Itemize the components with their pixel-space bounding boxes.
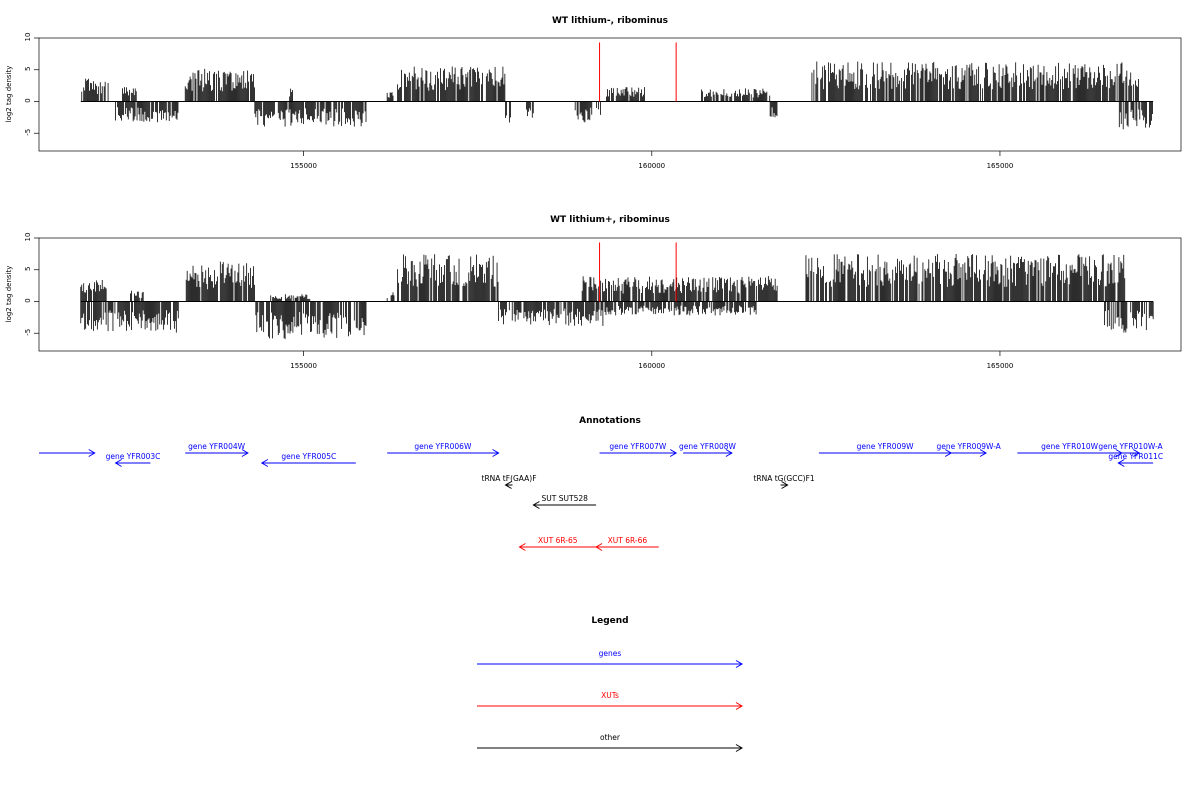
annotation-label: gene YFR010W-A — [1098, 442, 1163, 451]
y-axis-label: log2 tag density — [5, 66, 13, 123]
x-tick-label: 155000 — [290, 162, 317, 170]
x-tick-label: 160000 — [638, 362, 665, 370]
annotation-label: SUT SUT528 — [542, 494, 589, 503]
plot-frame — [38, 237, 1182, 352]
density-plot-lithium-plus: WT lithium+, ribominus log2 tag density … — [5, 215, 1182, 370]
legend-title: Legend — [591, 616, 628, 626]
annotation-label: gene YFR004W — [188, 442, 246, 451]
legend: Legend genes XUTs other — [477, 616, 743, 752]
legend-label: other — [600, 733, 621, 742]
annotation-label: gene YFR005C — [281, 452, 336, 461]
y-tick-label: 0 — [24, 98, 32, 102]
axes: 155000 160000 165000 -5 0 5 10 — [24, 233, 1013, 370]
annotation-label: XUT 6R-66 — [608, 536, 648, 545]
annotation-features: gene YFR003C gene YFR004W gene YFR005C gene… — [39, 442, 1164, 551]
annotation-label: gene YFR006W — [414, 442, 472, 451]
density-marks — [80, 42, 1154, 130]
annotation-arrow-gene: gene YFR009W — [818, 442, 953, 457]
annotation-arrow-gene: gene YFR008W — [679, 442, 737, 457]
annotation-label: tRNA tG(GCC)F1 — [753, 474, 814, 483]
x-tick-label: 160000 — [638, 162, 665, 170]
legend-entry-other: other — [477, 733, 743, 752]
legend-entry-gene: genes — [477, 649, 743, 668]
x-tick-label: 165000 — [987, 362, 1014, 370]
annotation-arrow-gene: gene YFR004W — [185, 442, 249, 457]
annotation-label: gene YFR007W — [609, 442, 667, 451]
legend-label: genes — [599, 649, 622, 658]
annotation-arrow-gene: gene YFR009W-A — [936, 442, 1002, 457]
annotation-label: gene YFR010W — [1041, 442, 1099, 451]
axes: 155000 160000 165000 -5 0 5 10 — [24, 33, 1013, 170]
plot-title: WT lithium+, ribominus — [550, 215, 670, 225]
x-tick-label: 165000 — [987, 162, 1014, 170]
annotation-label: gene YFR009W-A — [936, 442, 1001, 451]
plot-title: WT lithium-, ribominus — [552, 16, 668, 26]
annotation-label: gene YFR003C — [106, 452, 161, 461]
annotation-label: tRNA tF(GAA)F — [482, 474, 537, 483]
annotation-arrow-other: tRNA tG(GCC)F1 — [753, 474, 815, 489]
y-tick-label: -5 — [24, 129, 32, 136]
annotation-arrow-gene: gene YFR006W — [387, 442, 500, 457]
y-tick-label: 10 — [24, 233, 32, 242]
y-tick-label: 0 — [24, 298, 32, 302]
annotation-arrow-gene: gene YFR010W-A — [1098, 442, 1164, 457]
legend-items: genes XUTs other — [477, 649, 743, 752]
density-plot-lithium-minus: WT lithium-, ribominus log2 tag density … — [5, 16, 1182, 170]
annotation-label: gene YFR009W — [857, 442, 915, 451]
annotation-arrow-xut: XUT 6R-66 — [595, 536, 659, 551]
annotation-label: XUT 6R-65 — [538, 536, 578, 545]
x-tick-label: 155000 — [290, 362, 317, 370]
y-tick-label: 5 — [24, 267, 32, 271]
density-marks — [80, 242, 1154, 340]
annotation-arrow-other: SUT SUT528 — [532, 494, 597, 509]
annotation-arrow-xut: XUT 6R-65 — [518, 536, 597, 551]
y-tick-label: 5 — [24, 67, 32, 71]
annotations-title: Annotations — [579, 416, 641, 426]
legend-label: XUTs — [601, 691, 619, 700]
annotation-label: gene YFR008W — [679, 442, 737, 451]
annotation-label: gene YFR011C — [1108, 452, 1163, 461]
annotation-arrow-gene — [39, 449, 96, 457]
annotation-arrow-gene: gene YFR005C — [260, 452, 356, 467]
annotation-arrow-other: tRNA tF(GAA)F — [482, 474, 537, 489]
y-axis-label: log2 tag density — [5, 266, 13, 323]
legend-entry-xut: XUTs — [477, 691, 743, 710]
annotation-arrow-gene: gene YFR003C — [106, 452, 161, 467]
annotation-arrow-gene: gene YFR011C — [1108, 452, 1163, 467]
y-tick-label: -5 — [24, 329, 32, 336]
plot-frame — [38, 37, 1182, 152]
annotation-arrow-gene: gene YFR007W — [599, 442, 678, 457]
y-tick-label: 10 — [24, 33, 32, 42]
